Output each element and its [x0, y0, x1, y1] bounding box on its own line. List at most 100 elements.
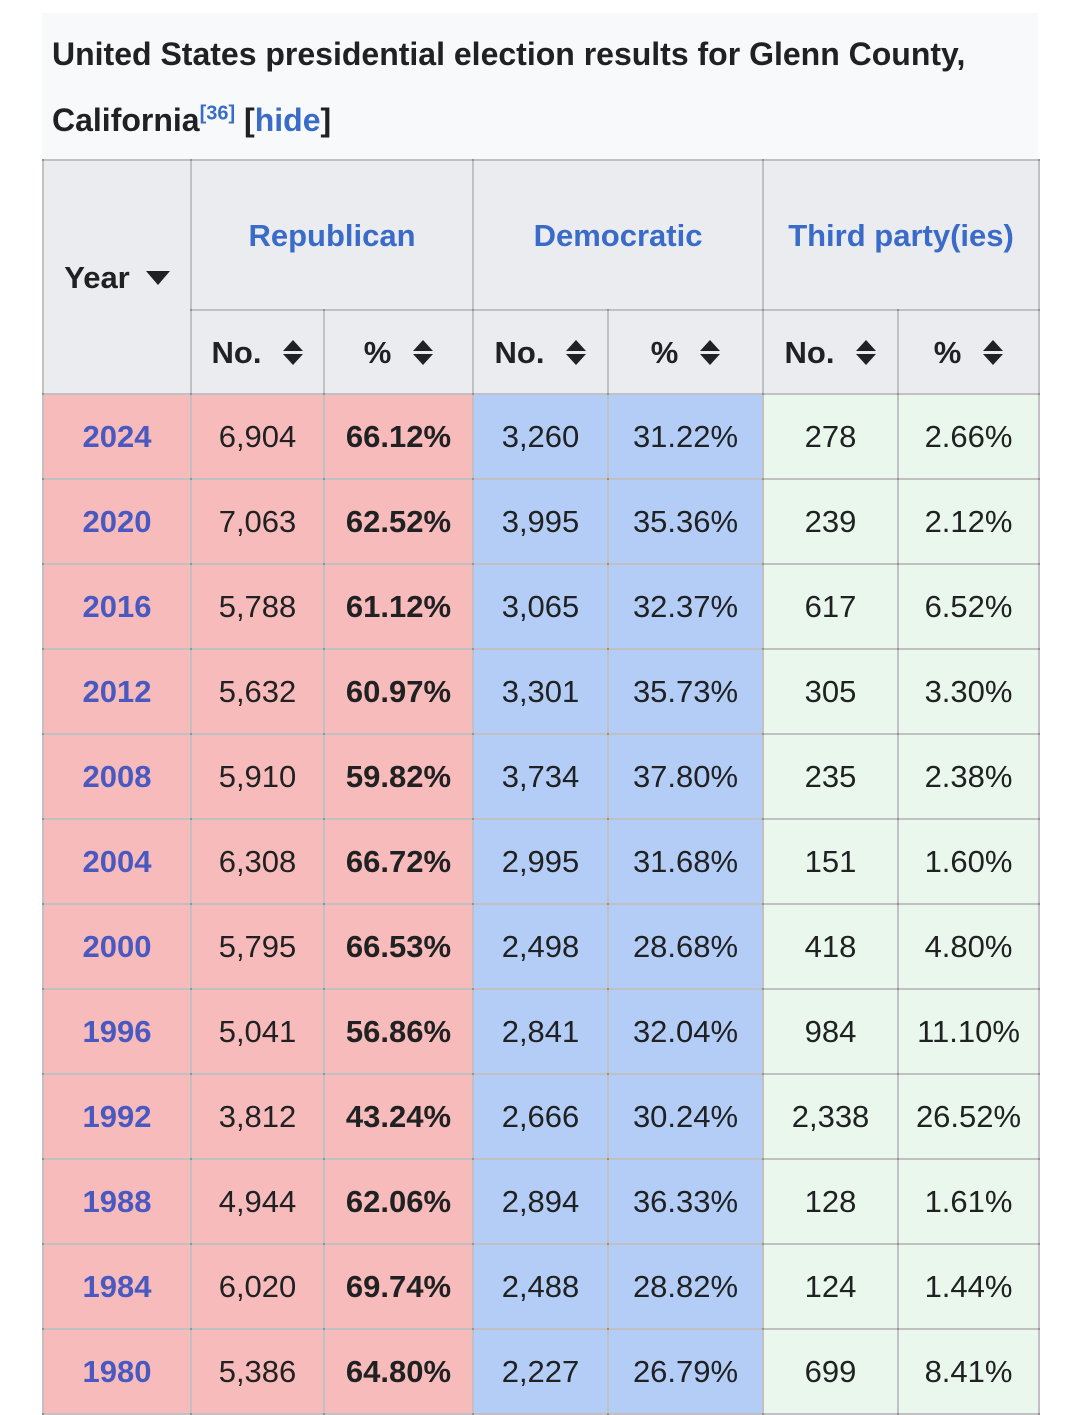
republican-votes-cell: 6,020 — [190, 1243, 325, 1330]
year-cell: 1984 — [42, 1243, 192, 1330]
democratic-votes-cell: 3,734 — [472, 733, 609, 820]
republican-percent-cell: 69.74% — [323, 1243, 474, 1330]
year-link[interactable]: 2000 — [82, 928, 152, 964]
year-cell: 2024 — [42, 393, 192, 480]
third-party-no-header[interactable]: No. — [762, 309, 900, 395]
third-party-votes-cell: 124 — [762, 1243, 900, 1330]
democratic-link[interactable]: Democratic — [533, 217, 703, 253]
no-label: No. — [784, 334, 835, 370]
democratic-percent-cell: 30.24% — [606, 1073, 765, 1160]
year-link[interactable]: 1984 — [82, 1268, 152, 1304]
year-link[interactable]: 2012 — [82, 673, 152, 709]
sort-icon[interactable] — [413, 340, 434, 366]
table-row: 2000 5,795 66.53% 2,498 28.68% 418 4.80% — [42, 903, 1041, 990]
table-row: 1996 5,041 56.86% 2,841 32.04% 984 11.10… — [42, 988, 1041, 1075]
democratic-votes-cell: 2,841 — [472, 988, 609, 1075]
year-cell: 1996 — [42, 988, 192, 1075]
third-party-votes-cell: 2,338 — [762, 1073, 900, 1160]
republican-votes-cell: 7,063 — [190, 478, 325, 565]
republican-header[interactable]: Republican — [190, 159, 474, 311]
sort-icon[interactable] — [283, 340, 304, 366]
democratic-votes-cell: 3,065 — [472, 563, 609, 650]
third-party-votes-cell: 128 — [762, 1158, 900, 1245]
democratic-votes-cell: 2,995 — [472, 818, 609, 905]
year-link[interactable]: 1992 — [82, 1098, 152, 1134]
democratic-votes-cell: 2,488 — [472, 1243, 609, 1330]
democratic-votes-cell: 2,894 — [472, 1158, 609, 1245]
reference-link[interactable]: [36] — [199, 102, 236, 125]
democratic-votes-cell: 3,301 — [472, 648, 609, 735]
year-column-header[interactable]: Year — [42, 159, 192, 395]
table-row: 2004 6,308 66.72% 2,995 31.68% 151 1.60% — [42, 818, 1041, 905]
year-link[interactable]: 2024 — [82, 418, 152, 454]
table-row: 2016 5,788 61.12% 3,065 32.37% 617 6.52% — [42, 563, 1041, 650]
third-party-percent-cell: 11.10% — [897, 988, 1041, 1075]
democratic-votes-cell: 3,995 — [472, 478, 609, 565]
republican-no-header[interactable]: No. — [190, 309, 325, 395]
third-party-votes-cell: 418 — [762, 903, 900, 990]
democratic-percent-cell: 32.37% — [606, 563, 765, 650]
sort-icon[interactable] — [700, 340, 721, 366]
sort-icon[interactable] — [856, 340, 877, 366]
year-link[interactable]: 2004 — [82, 843, 152, 879]
year-link[interactable]: 2016 — [82, 588, 152, 624]
democratic-percent-cell: 31.22% — [606, 393, 765, 480]
democratic-no-header[interactable]: No. — [472, 309, 609, 395]
table-row: 1984 6,020 69.74% 2,488 28.82% 124 1.44% — [42, 1243, 1041, 1330]
third-party-votes-cell: 305 — [762, 648, 900, 735]
third-party-pct-header[interactable]: % — [897, 309, 1041, 395]
hide-link[interactable]: hide — [254, 102, 321, 138]
year-cell: 1980 — [42, 1328, 192, 1415]
democratic-percent-cell: 32.04% — [606, 988, 765, 1075]
third-party-header[interactable]: Third party(ies) — [762, 159, 1041, 311]
democratic-percent-cell: 28.68% — [606, 903, 765, 990]
third-party-link[interactable]: Third party(ies) — [788, 217, 1014, 253]
third-party-percent-cell: 1.61% — [897, 1158, 1041, 1245]
hide-bracket-close: ] — [320, 102, 332, 138]
year-link[interactable]: 1988 — [82, 1183, 152, 1219]
sort-descending-icon[interactable] — [145, 270, 170, 285]
republican-link[interactable]: Republican — [248, 217, 416, 253]
republican-votes-cell: 5,795 — [190, 903, 325, 990]
election-results-widget: United States presidential election resu… — [42, 13, 1041, 1415]
party-header-row: Year Republican Democratic Third party(i… — [42, 159, 1041, 395]
hide-bracket-open: [ — [244, 102, 255, 138]
table-row: 2024 6,904 66.12% 3,260 31.22% 278 2.66% — [42, 393, 1041, 480]
year-link[interactable]: 2020 — [82, 503, 152, 539]
democratic-percent-cell: 36.33% — [606, 1158, 765, 1245]
year-cell: 2016 — [42, 563, 192, 650]
third-party-percent-cell: 1.44% — [897, 1243, 1041, 1330]
democratic-percent-cell: 31.68% — [606, 818, 765, 905]
year-cell: 2008 — [42, 733, 192, 820]
pct-label: % — [363, 334, 392, 370]
republican-percent-cell: 66.12% — [323, 393, 474, 480]
third-party-votes-cell: 699 — [762, 1328, 900, 1415]
republican-percent-cell: 66.72% — [323, 818, 474, 905]
third-party-votes-cell: 278 — [762, 393, 900, 480]
republican-percent-cell: 59.82% — [323, 733, 474, 820]
republican-percent-cell: 60.97% — [323, 648, 474, 735]
third-party-percent-cell: 8.41% — [897, 1328, 1041, 1415]
republican-percent-cell: 43.24% — [323, 1073, 474, 1160]
election-results-table: Year Republican Democratic Third party(i… — [42, 159, 1041, 1415]
sort-icon[interactable] — [566, 340, 587, 366]
democratic-header[interactable]: Democratic — [471, 159, 765, 311]
democratic-percent-cell: 37.80% — [606, 733, 765, 820]
third-party-percent-cell: 6.52% — [897, 563, 1041, 650]
pct-label: % — [650, 334, 679, 370]
republican-percent-cell: 62.06% — [323, 1158, 474, 1245]
table-row: 2020 7,063 62.52% 3,995 35.36% 239 2.12% — [42, 478, 1041, 565]
democratic-votes-cell: 3,260 — [472, 393, 609, 480]
third-party-votes-cell: 235 — [762, 733, 900, 820]
republican-percent-cell: 64.80% — [323, 1328, 474, 1415]
democratic-pct-header[interactable]: % — [606, 309, 765, 395]
no-label: No. — [211, 334, 262, 370]
year-link[interactable]: 1996 — [82, 1013, 152, 1049]
sort-icon[interactable] — [983, 340, 1004, 366]
democratic-votes-cell: 2,227 — [472, 1328, 609, 1415]
republican-percent-cell: 66.53% — [323, 903, 474, 990]
year-link[interactable]: 1980 — [82, 1353, 152, 1389]
year-link[interactable]: 2008 — [82, 758, 152, 794]
republican-pct-header[interactable]: % — [323, 309, 474, 395]
no-label: No. — [494, 334, 545, 370]
